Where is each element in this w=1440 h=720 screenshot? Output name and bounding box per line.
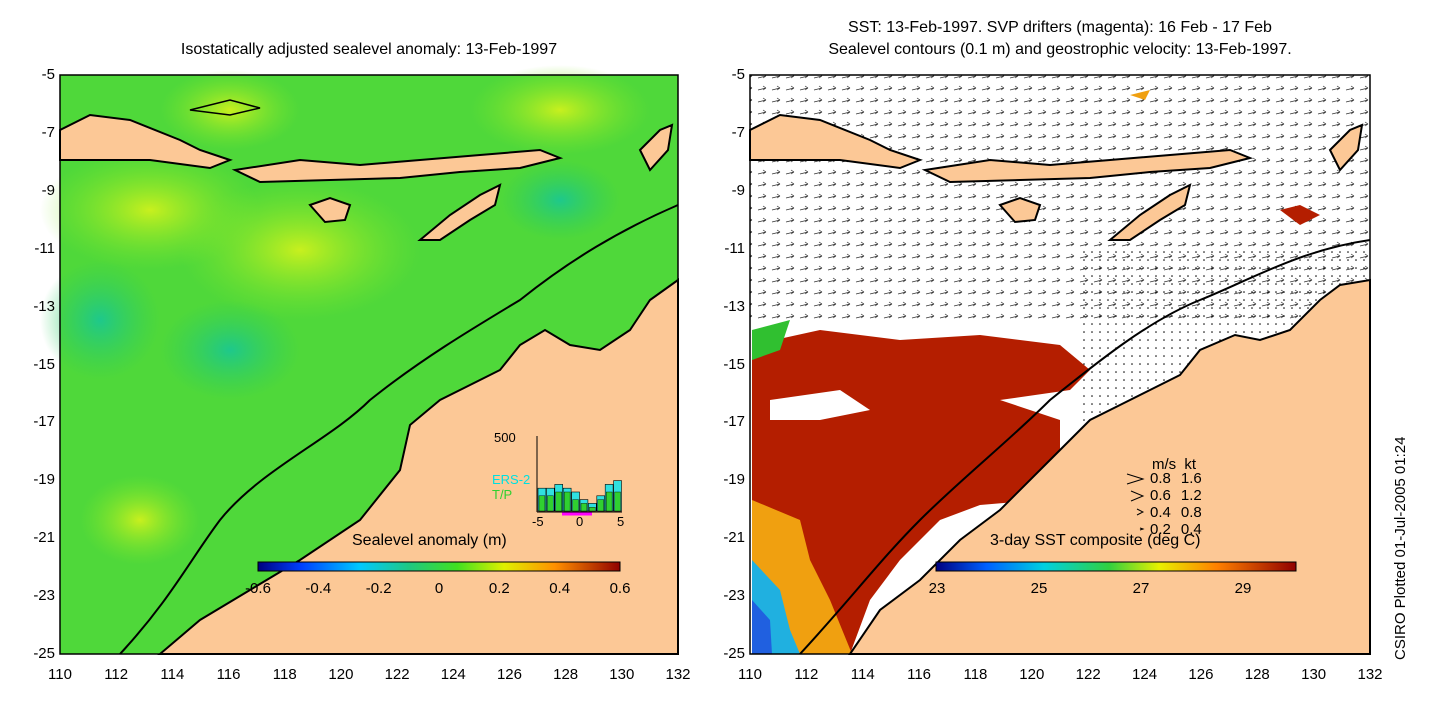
lon-tick-label: 122 (384, 666, 410, 683)
right-colorbar-tick: 25 (1030, 580, 1048, 597)
lat-tick-label: -9 (41, 181, 55, 199)
inset-bar-tp (572, 499, 579, 512)
lat-tick-label: -25 (723, 645, 745, 662)
lat-tick-label: -21 (723, 529, 745, 547)
lon-tick-label: 118 (272, 666, 297, 683)
right-colorbar-tick: 29 (1234, 580, 1252, 597)
lat-tick-label: -25 (33, 645, 55, 662)
lon-tick-label: 130 (609, 666, 635, 683)
right-colorbar-tick: 23 (928, 580, 946, 597)
lon-tick-label: 116 (907, 666, 932, 683)
lon-tick-label: 130 (1301, 666, 1327, 683)
left-colorbar-label: Sealevel anomaly (m) (352, 532, 507, 549)
inset-legend-tp: T/P (492, 487, 513, 502)
lon-tick-label: 116 (216, 666, 241, 683)
lon-tick-label: 120 (1019, 666, 1045, 683)
lon-tick-label: 126 (496, 666, 522, 683)
lat-tick-label: -15 (33, 355, 55, 373)
credit-text: CSIRO Plotted 01-Jul-2005 01:24 (1392, 436, 1409, 660)
right-panel-title-line2: Sealevel contours (0.1 m) and geostrophi… (828, 41, 1292, 58)
left-colorbar-tick: -0.4 (305, 580, 332, 597)
left-colorbar (257, 561, 621, 572)
inset-ymax-label: 500 (494, 430, 516, 445)
lon-tick-label: 132 (665, 666, 691, 683)
inset-xtick: 5 (617, 514, 625, 529)
left-colorbar-tick: 0 (434, 580, 444, 597)
inset-legend-ers2: ERS-2 (492, 472, 531, 487)
lat-tick-label: -7 (41, 123, 55, 141)
lon-tick-label: 114 (850, 666, 875, 683)
lon-tick-label: 112 (794, 666, 819, 683)
inset-bar-tp (606, 491, 613, 512)
lat-tick-label: -23 (723, 587, 745, 605)
left-panel-title: Isostatically adjusted sealevel anomaly:… (180, 41, 558, 58)
right-colorbar-label: 3-day SST composite (deg C) (990, 532, 1201, 549)
inset-bar-tp (564, 491, 571, 512)
velocity-legend-row: 0.8 1.6 (1150, 470, 1202, 487)
track-histogram-inset (536, 436, 622, 516)
inset-bar-tp (538, 495, 546, 512)
inset-bar-tp (614, 491, 621, 512)
lat-tick-label: -21 (33, 529, 55, 547)
lat-tick-label: -19 (723, 471, 745, 489)
right-colorbar-tick: 27 (1132, 580, 1150, 597)
lat-tick-label: -5 (41, 66, 55, 83)
lon-tick-label: 120 (328, 666, 354, 683)
left-colorbar-tick: 0.2 (488, 580, 510, 597)
lat-tick-label: -13 (723, 297, 745, 315)
lat-tick-label: -17 (33, 413, 55, 431)
lon-tick-label: 132 (1357, 666, 1383, 683)
right-map (749, 74, 1371, 655)
lon-tick-label: 122 (1075, 666, 1101, 683)
lat-tick-label: -13 (33, 297, 55, 315)
right-colorbar (935, 561, 1297, 572)
lat-tick-label: -11 (724, 239, 745, 257)
lat-tick-label: -7 (731, 123, 745, 141)
left-colorbar-tick: 0.4 (549, 580, 571, 597)
left-colorbar-tick: 0.6 (609, 580, 631, 597)
lon-tick-label: 124 (1132, 666, 1158, 683)
lon-tick-label: 112 (104, 666, 129, 683)
velocity-legend-row: 0.2 0.4 (1150, 521, 1202, 538)
inset-bar-tp (597, 499, 604, 512)
lon-tick-label: 118 (963, 666, 988, 683)
velocity-legend-row: 0.6 1.2 (1150, 487, 1202, 504)
left-colorbar-tick: -0.6 (245, 580, 271, 597)
inset-bar-tp (580, 503, 588, 512)
inset-bar-tp (589, 507, 596, 512)
lat-tick-label: -23 (33, 587, 55, 605)
inset-xtick: 0 (576, 514, 584, 529)
inset-xtick: -5 (532, 514, 544, 529)
left-colorbar-tick: -0.2 (365, 580, 392, 597)
velocity-legend-header: m/s kt (1152, 456, 1197, 473)
velocity-legend-arrows (1126, 473, 1145, 531)
velocity-legend-row: 0.4 0.8 (1150, 504, 1202, 521)
lat-tick-label: -15 (723, 355, 745, 373)
lon-tick-label: 128 (553, 666, 579, 683)
lat-tick-label: -11 (34, 239, 55, 257)
lon-tick-label: 110 (48, 666, 72, 683)
lon-tick-label: 128 (1244, 666, 1270, 683)
lat-tick-label: -5 (731, 66, 745, 83)
lat-tick-label: -19 (33, 471, 55, 489)
lon-tick-label: 114 (160, 666, 185, 683)
inset-bar-tp (555, 491, 562, 512)
lat-tick-label: -9 (731, 181, 745, 199)
right-panel-title-line1: SST: 13-Feb-1997. SVP drifters (magenta)… (848, 19, 1272, 36)
left-map (40, 65, 679, 655)
lon-tick-label: 124 (440, 666, 466, 683)
lon-tick-label: 126 (1188, 666, 1214, 683)
inset-bar-tp (547, 495, 554, 512)
lat-tick-label: -17 (723, 413, 745, 431)
lon-tick-label: 110 (738, 666, 762, 683)
